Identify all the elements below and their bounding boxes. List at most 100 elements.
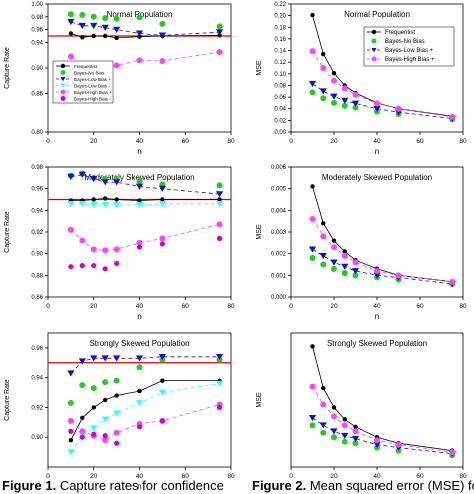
data-point [374, 437, 380, 444]
data-point [160, 378, 165, 383]
figure-2-label: Figure 2. [252, 478, 307, 493]
data-point [135, 202, 144, 209]
y-tick-label: 0.96 [31, 346, 43, 352]
y-tick-label: 0.90 [31, 252, 43, 258]
x-tick-label: 20 [330, 138, 338, 145]
x-tick-label: 20 [90, 473, 98, 480]
legend: Frequentist Bayes-No Bias Bayes-Low Bias +… [363, 26, 455, 67]
data-point [320, 233, 327, 240]
data-point [352, 272, 359, 279]
data-point [330, 93, 338, 100]
x-tick-label: 40 [136, 303, 144, 310]
data-point [216, 49, 223, 55]
y-tick-label: 0.94 [31, 208, 43, 214]
data-point [78, 171, 86, 178]
legend-item-bayes-high-bias: Bayes-High Bias + [56, 89, 112, 95]
series-bayes-low-bias [308, 80, 456, 122]
data-point [395, 441, 402, 448]
data-point [215, 380, 224, 387]
x-tick-label: 60 [182, 138, 190, 145]
data-point [102, 196, 108, 201]
figure-2-caption-text: Mean squared error (MSE) for [309, 478, 474, 493]
x-tick-label: 20 [330, 303, 338, 310]
y-axis-label: MSE [256, 60, 263, 76]
data-point [102, 379, 109, 386]
data-point [79, 262, 85, 269]
data-point [101, 416, 109, 423]
data-point [331, 238, 337, 243]
x-tick-label: 60 [182, 473, 190, 480]
data-point [374, 100, 380, 107]
x-tick-label: 80 [227, 303, 235, 310]
data-point [373, 272, 381, 279]
data-point [330, 259, 338, 266]
legend-label: Frequentist [385, 30, 415, 36]
data-point [215, 29, 224, 36]
data-point [158, 353, 166, 361]
data-point [91, 33, 96, 39]
data-point [309, 216, 316, 222]
y-tick-label: 0.22 [274, 2, 286, 8]
series-line [70, 203, 220, 206]
x-tick-label: 40 [373, 303, 381, 310]
data-point [67, 226, 74, 233]
y-tick-label: 0.10 [274, 72, 286, 78]
data-point [331, 405, 337, 410]
chart-mse-strong: 0 20 40 60 80 n MSE Strongly Skewed Population [256, 332, 467, 491]
data-point [373, 441, 381, 448]
data-point [113, 377, 120, 384]
data-point [352, 440, 359, 447]
data-point [80, 35, 85, 40]
chart-cr-normal: 0.80 0.86 0.90 0.94 0.96 0.98 1.00 0 20 40 60 80 n Ca… [4, 2, 235, 156]
chart-cr-moderate: 0.86 0.88 0.90 0.92 0.94 0.96 0.98 0 20 40 60 80 n Ca… [4, 165, 235, 321]
data-point [102, 33, 108, 39]
legend-label: Bayes-Low Bias + [74, 77, 111, 82]
data-point [351, 100, 360, 107]
series-bayes-low-bias [308, 246, 456, 288]
legend-item-frequentist: Frequentist [367, 29, 415, 36]
series-line [70, 356, 220, 374]
x-tick-label: 0 [289, 138, 293, 145]
series-line [312, 218, 453, 283]
data-point [159, 57, 166, 64]
data-point [341, 102, 348, 109]
series-bayes-no-bias [67, 11, 223, 30]
data-point [78, 358, 86, 365]
series-line [312, 248, 453, 285]
data-point [113, 62, 120, 69]
data-point [319, 88, 327, 95]
x-tick-label: 80 [227, 473, 235, 480]
data-point [331, 77, 337, 84]
x-tick-label: 0 [46, 138, 50, 145]
data-point [353, 424, 358, 429]
y-tick-label: 0.96 [31, 187, 43, 193]
data-point [352, 104, 359, 111]
data-point [374, 268, 380, 274]
data-point [309, 255, 316, 261]
legend-swatch-marker [60, 70, 66, 75]
legend-item-bayes-no-bias: Bayes-No Bias [371, 38, 425, 45]
data-point [79, 382, 86, 389]
series-line [312, 186, 453, 283]
y-tick-label: 0.92 [31, 405, 43, 411]
data-point [158, 32, 166, 39]
series-line [70, 380, 220, 441]
x-tick-label: 40 [136, 138, 144, 145]
data-point [78, 22, 86, 29]
data-point [395, 272, 402, 279]
data-point [309, 89, 316, 96]
data-point [216, 404, 223, 411]
data-point [114, 393, 119, 398]
legend-swatch-marker [60, 89, 66, 95]
data-point [310, 12, 315, 18]
data-point [341, 438, 348, 445]
y-tick-label: 0.18 [274, 25, 286, 31]
x-tick-label: 40 [373, 138, 381, 145]
data-point [79, 434, 85, 440]
legend-swatch-marker [60, 77, 66, 82]
data-point [341, 432, 349, 439]
data-point [90, 13, 97, 20]
series-bayes-high-bias [67, 221, 223, 254]
y-axis-label: MSE [256, 224, 263, 240]
